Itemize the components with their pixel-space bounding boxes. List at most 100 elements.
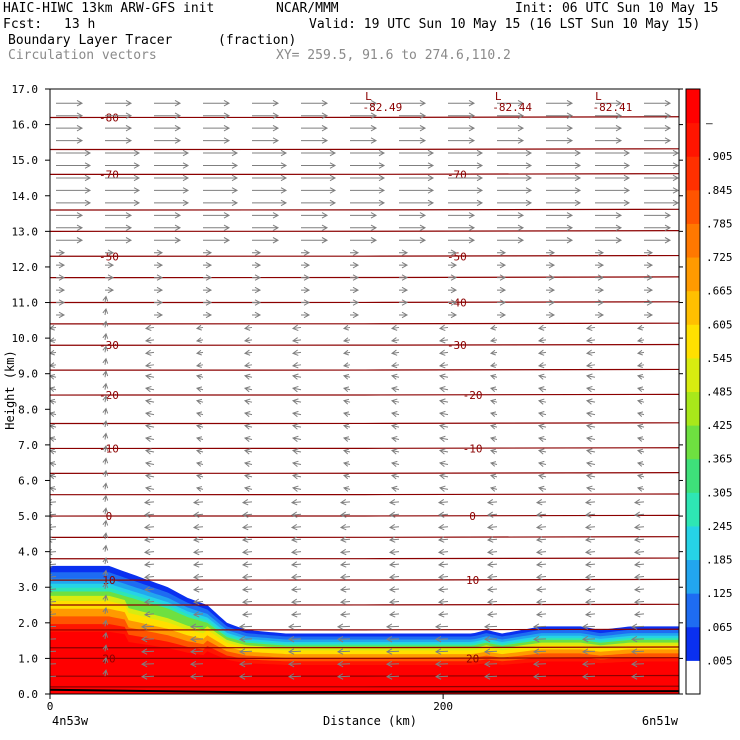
wind-vector <box>535 598 547 606</box>
wind-vector <box>636 337 645 344</box>
wind-vector <box>581 660 596 668</box>
wind-vector <box>390 411 400 418</box>
wind-vector <box>290 598 302 606</box>
contour-line <box>50 393 679 396</box>
wind-vector <box>342 398 351 405</box>
contour-line <box>50 685 679 688</box>
wind-vector <box>143 536 155 543</box>
wind-vector <box>195 398 204 405</box>
wind-vector <box>644 124 672 132</box>
y-tick-label: 2.0 <box>18 617 38 630</box>
wind-vector <box>546 149 582 157</box>
wind-vector <box>252 237 280 244</box>
wind-vector <box>291 349 302 356</box>
wind-vector <box>50 373 57 380</box>
wind-vector <box>105 212 133 219</box>
wind-vector <box>56 137 84 144</box>
wind-vector <box>56 212 84 219</box>
wind-vector <box>102 619 109 627</box>
wind-vector <box>342 324 351 331</box>
wind-vector <box>154 174 190 182</box>
wind-vector <box>195 324 204 331</box>
wind-vector <box>644 174 679 182</box>
wind-vector <box>350 174 386 182</box>
wind-vector <box>497 149 533 157</box>
wind-vector <box>140 635 155 643</box>
wind-vector <box>56 162 92 169</box>
wind-vector <box>290 499 302 506</box>
wind-vector <box>203 199 239 207</box>
wind-vector <box>636 473 645 480</box>
wind-vector <box>336 623 351 630</box>
wind-vector <box>448 212 476 219</box>
wind-vector <box>350 212 378 219</box>
wind-vector <box>644 237 672 244</box>
wind-vector <box>291 362 302 369</box>
wind-vector <box>192 548 204 556</box>
wind-vector <box>595 187 631 194</box>
wind-vector <box>585 410 596 418</box>
wind-vector <box>581 623 596 630</box>
wind-vector <box>437 548 449 556</box>
wind-vector <box>291 385 302 393</box>
tracer-band <box>50 631 679 694</box>
wind-vector <box>537 386 547 393</box>
y-tick-label: 13.0 <box>12 225 39 238</box>
wind-vector <box>399 174 435 182</box>
wind-vector <box>291 423 302 430</box>
wind-vector <box>56 237 84 244</box>
field-name: Boundary Layer Tracer <box>8 33 173 48</box>
terrain-line <box>50 688 679 694</box>
wind-vector <box>105 249 115 256</box>
contour-line <box>50 578 679 581</box>
wind-vector <box>287 660 302 668</box>
wind-vector <box>595 299 605 306</box>
wind-vector <box>192 586 204 593</box>
wind-vector <box>301 286 311 294</box>
wind-vector <box>546 174 582 182</box>
wind-vector <box>537 473 547 480</box>
wind-vector <box>342 486 351 492</box>
wind-vector <box>437 499 449 506</box>
wind-vector <box>535 611 547 618</box>
wind-vector <box>437 561 449 568</box>
wind-vector <box>189 660 204 668</box>
wind-vector <box>644 149 679 157</box>
wind-vector <box>350 124 378 132</box>
wind-vector <box>105 237 133 244</box>
wind-vector <box>636 423 645 430</box>
wind-vector <box>390 435 400 443</box>
wind-vector <box>483 660 498 668</box>
wind-vector <box>102 420 109 428</box>
wind-vector <box>390 423 400 430</box>
wind-vector <box>241 499 253 506</box>
wind-vector <box>105 261 115 269</box>
colorbar-swatch <box>686 458 700 493</box>
y-tick-label: 8.0 <box>18 403 38 416</box>
wind-vector <box>339 611 351 618</box>
contour-label: -20 <box>463 389 483 402</box>
wind-vector <box>483 648 498 655</box>
contour-line <box>50 148 679 151</box>
contour-label: -70 <box>99 168 119 181</box>
wind-vector <box>532 648 547 655</box>
wind-vector <box>448 199 484 207</box>
wind-vector <box>144 324 155 332</box>
wind-vector <box>595 137 623 144</box>
wind-vector <box>595 100 623 107</box>
wind-vector <box>636 461 645 467</box>
wind-vector <box>350 137 378 144</box>
wind-vector <box>243 337 253 344</box>
wind-vector <box>434 623 449 630</box>
wind-vector <box>144 460 155 467</box>
wind-vector <box>497 274 507 281</box>
wind-vector <box>584 548 596 556</box>
wind-vector <box>143 511 155 518</box>
contour-label: 0 <box>106 510 113 523</box>
wind-vector <box>105 112 133 119</box>
wind-vector <box>489 324 498 331</box>
wind-vector <box>154 212 182 219</box>
wind-vector <box>241 511 253 518</box>
wind-vector <box>342 448 351 455</box>
colorbar-label: .785 <box>706 217 733 230</box>
